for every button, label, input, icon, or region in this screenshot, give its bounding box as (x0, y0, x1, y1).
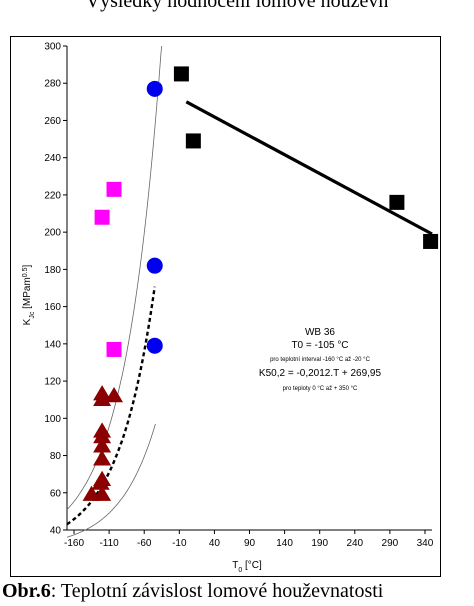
triangle-point (93, 450, 112, 466)
x-axis-label: T0 [°C] (232, 560, 262, 574)
y-tick-label: 260 (44, 116, 61, 127)
chart-curves (66, 45, 433, 538)
magenta-square-point (106, 341, 122, 357)
x-tick-label: 240 (346, 538, 363, 549)
x-tick-label: 190 (311, 538, 328, 549)
y-tick-label: 300 (44, 42, 61, 53)
triangle-point (93, 485, 112, 501)
y-tick-label: 280 (44, 79, 61, 90)
magenta-square-point (106, 181, 122, 197)
chart-points (82, 66, 439, 501)
blue-circle-point (146, 257, 163, 274)
upper-shelf-fit-line (185, 100, 433, 236)
y-tick-label: 180 (44, 265, 61, 276)
triangle-point (105, 386, 124, 403)
chart-axes (66, 46, 432, 531)
x-tick-label: 290 (382, 538, 399, 549)
x-tick-label: -160 (64, 538, 84, 549)
y-tick-label: 40 (50, 526, 62, 537)
annotation-t0: T0 = -105 °C (291, 340, 348, 351)
annotation-material: WB 36 (305, 327, 335, 338)
x-tick-label: 140 (276, 538, 293, 549)
annotation-t0-range: pro teplotní interval -160 °C až -20 °C (270, 357, 371, 363)
chart-ticks: 40 60 80 100 120 140 160 180 200 220 240 260 280 300 -… (44, 42, 433, 550)
y-tick-label: 60 (50, 488, 62, 499)
master-curve-dashed (66, 286, 156, 526)
y-tick-label: 220 (44, 190, 61, 201)
x-tick-label: -110 (99, 538, 119, 549)
chart-frame (10, 36, 441, 577)
black-square-point (423, 233, 439, 249)
magenta-square-point (94, 209, 110, 225)
figure-caption: Obr.6: Teplotní závislost lomové houževn… (2, 580, 383, 603)
black-square-point (389, 194, 405, 210)
x-tick-label: -60 (137, 538, 152, 549)
blue-circle-point (146, 337, 163, 354)
annotation-equation: K50,2 = -0,2012.T + 269,95 (259, 368, 382, 379)
upper-bound-curve (66, 45, 163, 510)
caption-number: Obr.6 (2, 580, 51, 602)
x-tick-label: 90 (244, 538, 256, 549)
black-square-point (185, 133, 201, 149)
y-tick-label: 140 (44, 339, 61, 350)
y-tick-label: 240 (44, 153, 61, 164)
caption-text: : Teplotní závislost lomové houževnatost… (50, 580, 384, 602)
annotation-eq-range: pro teploty 0 °C až + 350 °C (283, 386, 358, 392)
black-square-point (173, 66, 189, 82)
y-axis-label: KJc [MPam0.5] (22, 264, 36, 325)
triangle-point (93, 470, 112, 487)
x-tick-label: 340 (417, 538, 434, 549)
triangle-point (93, 437, 112, 453)
y-tick-label: 120 (44, 377, 61, 388)
y-tick-label: 100 (44, 414, 61, 425)
page-heading: Výsledky hodnocení lomové houževn (85, 0, 389, 12)
x-tick-label: -10 (172, 538, 187, 549)
y-tick-label: 160 (44, 302, 61, 313)
triangle-point (93, 422, 112, 438)
y-tick-label: 80 (50, 451, 62, 462)
blue-circle-point (146, 80, 163, 97)
triangle-point (93, 385, 112, 401)
y-tick-label: 200 (44, 228, 61, 239)
x-tick-label: 40 (209, 538, 221, 549)
lower-bound-curve (66, 423, 156, 538)
